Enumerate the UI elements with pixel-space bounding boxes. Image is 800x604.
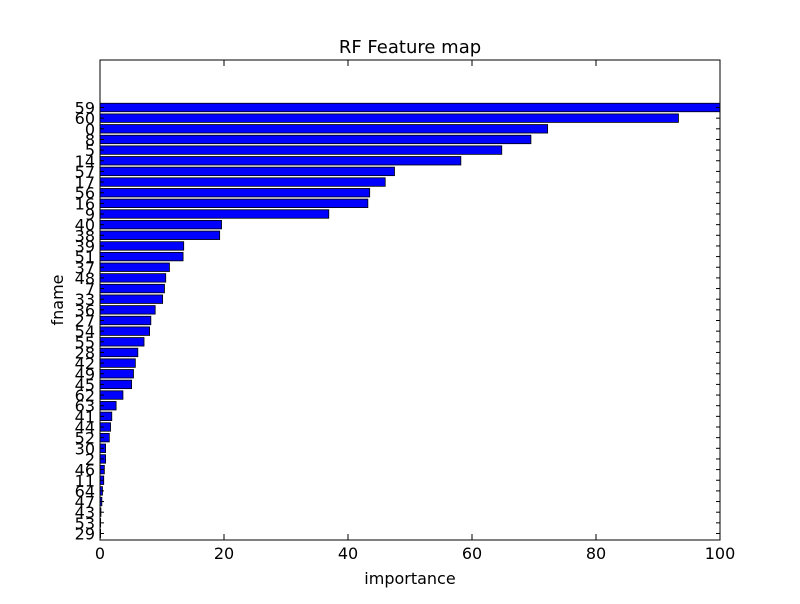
y-axis-label: fname xyxy=(48,274,67,325)
bar xyxy=(99,315,152,326)
bar xyxy=(99,294,164,304)
bar xyxy=(99,283,165,294)
x-tick-label: 40 xyxy=(338,544,358,563)
bars-layer xyxy=(99,102,721,539)
bar xyxy=(99,177,386,187)
y-tick-label: 2 xyxy=(85,450,95,469)
y-tick-label: 8 xyxy=(85,130,95,149)
bar xyxy=(99,124,549,134)
y-tick-label: 51 xyxy=(75,248,95,267)
y-tick-label: 27 xyxy=(75,312,95,331)
y-tick-label: 43 xyxy=(75,503,95,522)
bar xyxy=(99,166,395,177)
x-tick-label: 80 xyxy=(586,544,606,563)
bar xyxy=(99,347,139,358)
bar xyxy=(99,198,369,209)
y-tick-label: 42 xyxy=(75,354,95,373)
y-tick-label: 62 xyxy=(75,386,95,405)
y-tick-label: 16 xyxy=(75,194,95,213)
bar xyxy=(99,102,721,113)
y-tick-label: 17 xyxy=(75,173,95,192)
y-tick-label: 37 xyxy=(75,258,95,277)
y-tick-label: 30 xyxy=(75,439,95,458)
bar xyxy=(99,209,330,219)
bar xyxy=(99,156,462,166)
y-tick-label: 7 xyxy=(85,280,95,299)
x-tick-label: 60 xyxy=(462,544,482,563)
y-tick-label: 52 xyxy=(75,429,95,448)
y-tick-label: 38 xyxy=(75,226,95,245)
y-tick-label: 41 xyxy=(75,407,95,426)
y-tick-label: 40 xyxy=(75,216,95,235)
x-tick-label: 0 xyxy=(95,544,105,563)
bar xyxy=(99,326,150,336)
y-tick-label: 53 xyxy=(75,514,95,533)
bar xyxy=(99,230,221,240)
y-tick-label: 56 xyxy=(75,184,95,203)
bar xyxy=(99,134,532,145)
bar xyxy=(99,337,145,347)
y-tick-label: 49 xyxy=(75,365,95,384)
y-tick-label: 47 xyxy=(75,493,95,512)
bar xyxy=(99,305,156,315)
y-tick-label: 54 xyxy=(75,322,95,341)
y-tick-label: 64 xyxy=(75,482,95,501)
y-tick-label: 46 xyxy=(75,461,95,480)
bar xyxy=(99,379,133,390)
y-tick-label: 29 xyxy=(75,525,95,544)
y-tick-label: 48 xyxy=(75,269,95,288)
bar xyxy=(99,358,136,368)
bar xyxy=(99,145,503,155)
y-tick-label: 33 xyxy=(75,290,95,309)
bar xyxy=(99,273,167,283)
ticks-layer: 5960085145717561694038395137487333627545… xyxy=(75,60,736,563)
bar xyxy=(99,219,222,230)
x-tick-label: 20 xyxy=(214,544,234,563)
y-tick-label: 28 xyxy=(75,343,95,362)
y-tick-label: 5 xyxy=(85,141,95,160)
y-tick-label: 57 xyxy=(75,162,95,181)
y-tick-label: 44 xyxy=(75,418,95,437)
bar xyxy=(99,188,371,198)
plot-frame xyxy=(99,59,721,541)
y-tick-label: 63 xyxy=(75,397,95,416)
y-tick-label: 39 xyxy=(75,237,95,256)
y-tick-label: 9 xyxy=(85,205,95,224)
y-tick-label: 55 xyxy=(75,333,95,352)
bar xyxy=(99,113,679,123)
y-tick-label: 60 xyxy=(75,109,95,128)
bar xyxy=(99,262,170,272)
chart-title: RF Feature map xyxy=(339,37,481,58)
y-tick-label: 36 xyxy=(75,301,95,320)
y-tick-label: 45 xyxy=(75,375,95,394)
bar xyxy=(99,241,185,251)
y-tick-label: 59 xyxy=(75,99,95,118)
y-tick-label: 0 xyxy=(85,120,95,139)
x-tick-label: 100 xyxy=(705,544,736,563)
x-axis-label: importance xyxy=(364,569,455,588)
bar xyxy=(99,369,134,379)
y-tick-label: 14 xyxy=(75,152,95,171)
bar xyxy=(99,251,184,262)
y-tick-label: 11 xyxy=(75,471,95,490)
